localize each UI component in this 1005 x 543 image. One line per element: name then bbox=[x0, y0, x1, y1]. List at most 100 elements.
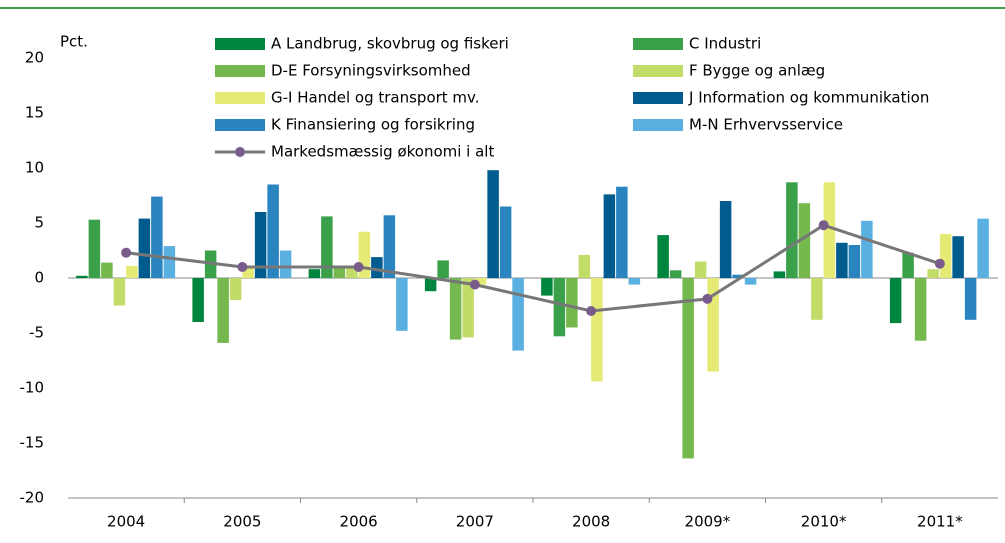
bar bbox=[242, 267, 254, 278]
bar bbox=[358, 231, 371, 278]
bar bbox=[927, 269, 939, 278]
bar bbox=[396, 278, 408, 331]
bar bbox=[383, 215, 396, 278]
bar bbox=[462, 278, 474, 338]
bar bbox=[346, 268, 358, 278]
bar bbox=[578, 254, 591, 278]
y-tick-label: -20 bbox=[20, 489, 45, 507]
bar bbox=[101, 262, 113, 278]
legend-label: M-N Erhvervsservice bbox=[689, 116, 843, 134]
bar bbox=[424, 278, 437, 292]
bar bbox=[603, 194, 616, 278]
bar bbox=[732, 274, 744, 278]
bar bbox=[964, 278, 977, 320]
x-tick-label: 2009* bbox=[685, 513, 731, 531]
bar bbox=[939, 234, 952, 278]
legend-key bbox=[215, 92, 265, 104]
legend-key bbox=[215, 65, 265, 77]
bar bbox=[773, 271, 786, 278]
legend-key bbox=[633, 65, 683, 77]
bar bbox=[591, 278, 603, 382]
bar bbox=[138, 218, 151, 278]
bar bbox=[628, 278, 641, 285]
bar bbox=[474, 278, 487, 285]
bar bbox=[811, 278, 823, 320]
line-point bbox=[934, 258, 945, 269]
bar bbox=[192, 278, 204, 322]
line-point bbox=[353, 262, 364, 272]
bar bbox=[541, 278, 553, 296]
bar bbox=[707, 278, 719, 372]
line-point bbox=[818, 220, 829, 231]
bar bbox=[836, 242, 848, 278]
legend-key bbox=[633, 92, 683, 104]
bar bbox=[267, 184, 279, 278]
x-tick-label: 2004 bbox=[107, 513, 145, 531]
legend-key bbox=[215, 119, 265, 131]
bar bbox=[321, 216, 333, 278]
x-tick-label: 2011* bbox=[917, 513, 963, 531]
y-tick-label: -10 bbox=[20, 379, 45, 397]
bar bbox=[163, 246, 176, 278]
bar bbox=[229, 278, 242, 300]
legend-key-marker bbox=[235, 147, 245, 157]
line-point bbox=[586, 306, 597, 316]
y-tick-label: 5 bbox=[34, 214, 44, 232]
y-tick-label: 10 bbox=[25, 159, 44, 177]
bar bbox=[977, 218, 989, 278]
bar bbox=[694, 261, 707, 278]
line-point bbox=[469, 279, 480, 290]
y-axis-label: Pct. bbox=[60, 33, 88, 51]
legend-label: J Information og kommunikation bbox=[688, 89, 929, 107]
legend-label: D-E Forsyningsvirksomhed bbox=[271, 62, 471, 80]
line-point bbox=[702, 293, 713, 304]
bar bbox=[487, 170, 499, 278]
bar bbox=[217, 278, 229, 343]
bar bbox=[786, 182, 798, 278]
bar bbox=[512, 278, 524, 351]
bar bbox=[744, 278, 757, 285]
line-point bbox=[121, 247, 132, 258]
bar bbox=[889, 278, 902, 324]
bar bbox=[126, 265, 138, 278]
x-tick-label: 2010* bbox=[801, 513, 847, 531]
bar bbox=[279, 250, 292, 278]
legend-label: Markedsmæssig økonomi i alt bbox=[271, 143, 494, 161]
bar bbox=[902, 252, 914, 278]
legend-label: F Bygge og anlæg bbox=[689, 62, 825, 80]
bar bbox=[553, 278, 566, 337]
legend-label: C Industri bbox=[689, 35, 761, 53]
y-tick-label: 15 bbox=[25, 104, 44, 122]
bar bbox=[823, 182, 836, 278]
legend-label: K Finansiering og forsikring bbox=[271, 116, 475, 134]
bar bbox=[76, 275, 88, 278]
bar bbox=[669, 270, 682, 278]
legend-label: G-I Handel og transport mv. bbox=[271, 89, 480, 107]
bar bbox=[657, 235, 669, 278]
y-tick-label: -5 bbox=[29, 324, 44, 342]
line bbox=[125, 223, 941, 313]
bar bbox=[682, 278, 694, 459]
legend-key bbox=[633, 119, 683, 131]
y-tick-label: -15 bbox=[20, 434, 45, 452]
x-tick-label: 2007 bbox=[456, 513, 494, 531]
bar bbox=[499, 206, 512, 278]
legend-label: A Landbrug, skovbrug og fiskeri bbox=[271, 35, 509, 53]
bar bbox=[719, 201, 732, 278]
x-tick-label: 2006 bbox=[340, 513, 378, 531]
bar bbox=[616, 186, 628, 278]
y-tick-label: 0 bbox=[34, 269, 44, 287]
line-point bbox=[237, 262, 248, 272]
x-tick-label: 2005 bbox=[223, 513, 261, 531]
bar bbox=[861, 220, 873, 278]
bar bbox=[449, 278, 462, 340]
bar bbox=[914, 278, 927, 341]
bar bbox=[254, 212, 267, 278]
bar bbox=[151, 196, 163, 278]
bar bbox=[437, 260, 449, 278]
y-tick-label: 20 bbox=[25, 49, 44, 67]
legend-key bbox=[633, 38, 683, 50]
bar bbox=[113, 278, 126, 306]
bar bbox=[848, 245, 861, 278]
bar bbox=[333, 267, 346, 278]
